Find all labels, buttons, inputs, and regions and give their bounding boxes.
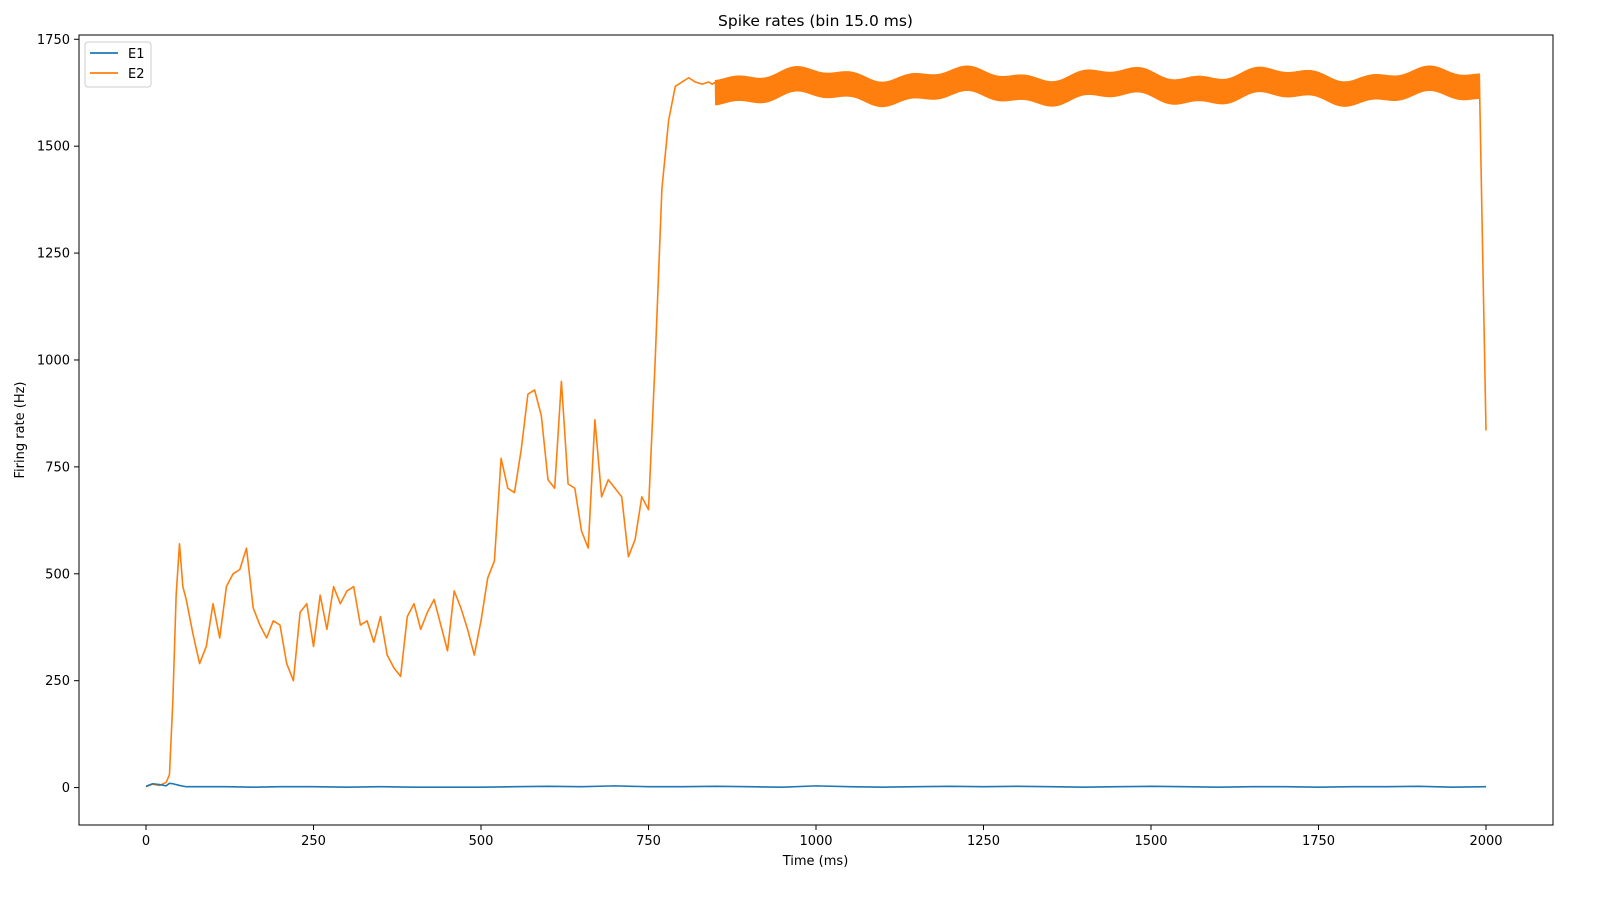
y-tick-label: 1000 <box>37 353 70 368</box>
series-line-e1 <box>145 782 1487 788</box>
x-tick-label: 1750 <box>1302 834 1335 849</box>
y-tick-label: 0 <box>62 781 70 796</box>
x-tick-label: 2000 <box>1469 834 1502 849</box>
y-tick-label: 1500 <box>37 140 70 155</box>
x-tick-label: 1250 <box>967 834 1000 849</box>
plot-frame <box>78 34 1554 826</box>
legend-label-e1: E1 <box>128 47 145 62</box>
y-axis-label: Firing rate (Hz) <box>13 381 28 478</box>
x-axis-label: Time (ms) <box>782 854 849 869</box>
y-tick-label: 250 <box>45 674 70 689</box>
x-tick-label: 0 <box>142 834 150 849</box>
x-tick-label: 1500 <box>1134 834 1167 849</box>
x-tick-label: 1000 <box>799 834 832 849</box>
y-tick-label: 1250 <box>37 247 70 262</box>
chart-title: Spike rates (bin 15.0 ms) <box>718 12 913 30</box>
y-tick-label: 1750 <box>37 33 70 48</box>
x-tick-label: 500 <box>469 834 494 849</box>
legend-label-e2: E2 <box>128 67 145 82</box>
y-tick-label: 750 <box>45 460 70 475</box>
y-tick-label: 500 <box>45 567 70 582</box>
legend: E1 E2 <box>84 41 152 88</box>
x-tick-label: 250 <box>301 834 326 849</box>
x-tick-label: 750 <box>636 834 661 849</box>
series-line-e2 <box>145 65 1487 788</box>
